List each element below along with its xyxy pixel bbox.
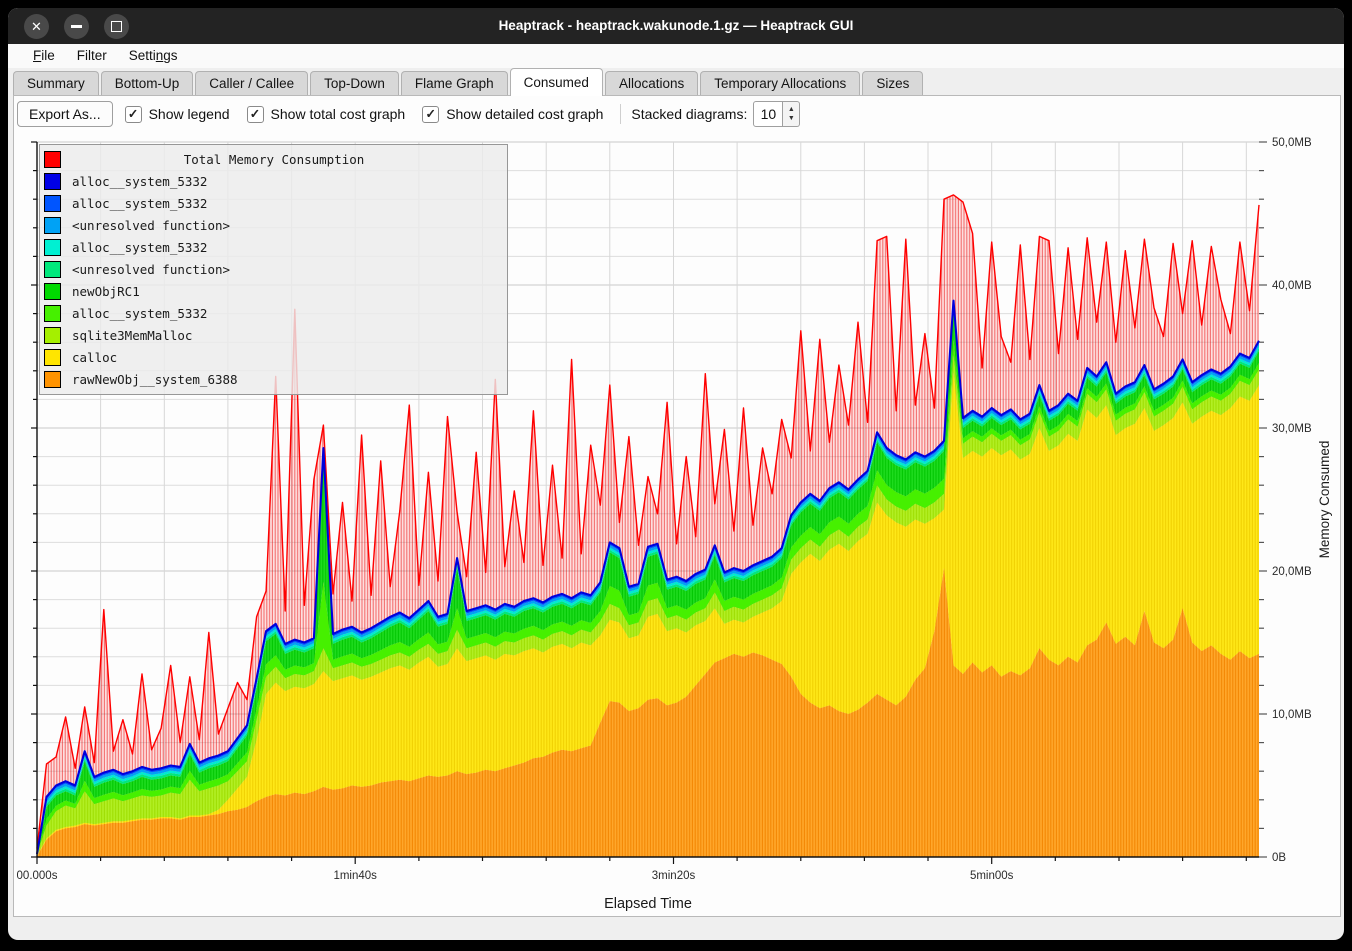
legend-swatch xyxy=(44,238,61,256)
toolbar-separator xyxy=(620,104,622,124)
menu-filter[interactable]: Filter xyxy=(76,48,107,63)
svg-text:10,0MB: 10,0MB xyxy=(1272,709,1312,721)
tab-sizes[interactable]: Sizes xyxy=(862,71,924,95)
svg-text:30,0MB: 30,0MB xyxy=(1272,423,1312,435)
tab-bar: Summary Bottom-Up Caller / Callee Top-Down F… xyxy=(8,68,1344,96)
tab-temporary-allocations[interactable]: Temporary Allocations xyxy=(700,71,861,95)
legend-item: <unresolved function> xyxy=(40,258,507,280)
legend-title-row: Total Memory Consumption xyxy=(40,148,507,170)
svg-text:Memory Consumed: Memory Consumed xyxy=(1317,441,1332,559)
legend-swatch xyxy=(44,348,61,366)
legend-swatch xyxy=(44,260,61,278)
checkbox-label: Show total cost graph xyxy=(270,106,406,122)
app-window: ✕ Heaptrack - heaptrack.wakunode.1.gz — … xyxy=(8,8,1344,940)
checkbox-label: Show legend xyxy=(148,106,230,122)
checkbox-show-legend[interactable]: ✓ Show legend xyxy=(124,105,230,123)
legend-label: alloc__system_5332 xyxy=(72,239,208,255)
legend-item: rawNewObj__system_6388 xyxy=(40,368,507,390)
svg-text:00.000s: 00.000s xyxy=(17,870,58,882)
export-as-button[interactable]: Export As... xyxy=(17,101,113,127)
legend-swatch xyxy=(44,194,61,212)
legend-item: <unresolved function> xyxy=(40,214,507,236)
menu-settings[interactable]: Settings xyxy=(128,48,178,63)
legend-item: alloc__system_5332 xyxy=(40,192,507,214)
tab-flame-graph[interactable]: Flame Graph xyxy=(400,71,508,95)
svg-text:5min00s: 5min00s xyxy=(970,870,1014,882)
tab-consumed[interactable]: Consumed xyxy=(509,68,603,96)
legend-label: alloc__system_5332 xyxy=(72,173,208,189)
checkbox-label: Show detailed cost graph xyxy=(446,106,604,122)
memory-consumption-chart[interactable]: 0B 10,0MB 20,0MB 30,0MB 40,0MB 50,0MB 00.000s 1… xyxy=(14,96,1340,916)
legend-items: alloc__system_5332 alloc__system_5332 <unr… xyxy=(40,170,507,390)
svg-text:50,0MB: 50,0MB xyxy=(1272,137,1312,149)
legend-title: Total Memory Consumption xyxy=(183,151,365,167)
tab-summary[interactable]: Summary xyxy=(13,71,99,95)
legend-item: newObjRC1 xyxy=(40,280,507,302)
menu-file[interactable]: File xyxy=(33,48,55,63)
menu-bar: File Filter Settings xyxy=(8,44,1344,68)
checkbox-show-total-cost-graph[interactable]: ✓ Show total cost graph xyxy=(246,105,406,123)
svg-text:40,0MB: 40,0MB xyxy=(1272,280,1312,292)
spin-up-icon[interactable]: ▲ xyxy=(787,106,795,113)
tab-caller-callee[interactable]: Caller / Callee xyxy=(195,71,309,95)
tab-allocations[interactable]: Allocations xyxy=(604,71,699,95)
svg-text:20,0MB: 20,0MB xyxy=(1272,566,1312,578)
legend-label: alloc__system_5332 xyxy=(72,195,208,211)
checkmark-icon[interactable]: ✓ xyxy=(246,105,264,123)
svg-text:1min40s: 1min40s xyxy=(333,870,377,882)
spinbox-arrows[interactable]: ▲ ▼ xyxy=(783,101,801,127)
legend-label: newObjRC1 xyxy=(72,283,140,299)
close-button[interactable]: ✕ xyxy=(24,14,49,39)
legend-item: alloc__system_5332 xyxy=(40,170,507,192)
spinbox-value[interactable]: 10 xyxy=(753,101,784,127)
svg-text:Elapsed Time: Elapsed Time xyxy=(604,896,692,912)
legend-swatch xyxy=(44,216,61,234)
legend-item: sqlite3MemMalloc xyxy=(40,324,507,346)
legend-swatch xyxy=(44,326,61,344)
legend-label: alloc__system_5332 xyxy=(72,305,208,321)
title-bar: ✕ Heaptrack - heaptrack.wakunode.1.gz — … xyxy=(8,8,1344,44)
minimize-icon xyxy=(71,25,82,28)
tab-bottom-up[interactable]: Bottom-Up xyxy=(100,71,194,95)
checkmark-icon[interactable]: ✓ xyxy=(124,105,142,123)
stacked-diagrams-spinbox[interactable]: 10 ▲ ▼ xyxy=(753,101,801,127)
minimize-button[interactable] xyxy=(64,14,89,39)
stacked-diagrams-label: Stacked diagrams: xyxy=(631,106,748,122)
checkbox-show-detailed-cost-graph[interactable]: ✓ Show detailed cost graph xyxy=(422,105,604,123)
legend-swatch xyxy=(44,282,61,300)
legend-swatch xyxy=(44,304,61,322)
maximize-icon xyxy=(111,21,122,32)
maximize-button[interactable] xyxy=(104,14,129,39)
legend-item: alloc__system_5332 xyxy=(40,236,507,258)
spin-down-icon[interactable]: ▼ xyxy=(787,115,795,122)
legend-label: <unresolved function> xyxy=(72,217,231,233)
checkbox-group: ✓ Show legend ✓ Show total cost graph ✓ Show … xyxy=(124,105,621,123)
tab-top-down[interactable]: Top-Down xyxy=(310,71,399,95)
chart-toolbar: Export As... ✓ Show legend ✓ Show total cos… xyxy=(17,99,801,129)
legend-item: alloc__system_5332 xyxy=(40,302,507,324)
legend-label: calloc xyxy=(72,349,118,365)
legend-item: calloc xyxy=(40,346,507,368)
chart-legend: Total Memory Consumption alloc__system_5… xyxy=(39,144,508,395)
legend-label: <unresolved function> xyxy=(72,261,231,277)
consumed-tab-panel: 0B 10,0MB 20,0MB 30,0MB 40,0MB 50,0MB 00.000s 1… xyxy=(13,95,1341,917)
legend-swatch xyxy=(44,172,61,190)
legend-total-swatch xyxy=(44,150,61,168)
close-icon: ✕ xyxy=(31,19,42,34)
legend-label: sqlite3MemMalloc xyxy=(72,327,193,343)
svg-text:0B: 0B xyxy=(1272,852,1286,864)
legend-label: rawNewObj__system_6388 xyxy=(72,371,238,387)
svg-text:3min20s: 3min20s xyxy=(652,870,696,882)
legend-swatch xyxy=(44,370,61,388)
checkmark-icon[interactable]: ✓ xyxy=(422,105,440,123)
window-title: Heaptrack - heaptrack.wakunode.1.gz — He… xyxy=(498,18,854,33)
